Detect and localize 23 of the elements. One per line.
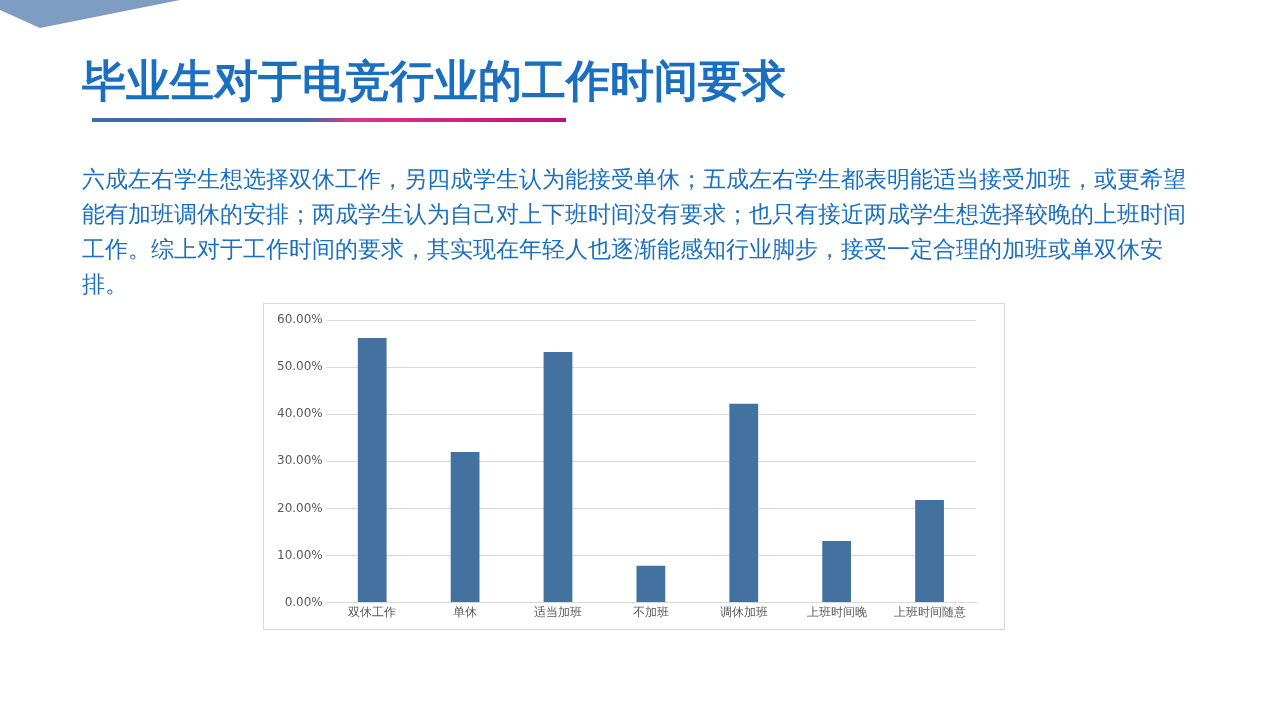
y-tick-label: 0.00% bbox=[284, 594, 323, 609]
chart-title: 毕业生对于电竞行业的工作时间要求 bbox=[82, 54, 786, 108]
bar bbox=[636, 565, 666, 603]
y-tick-label: 60.00% bbox=[276, 312, 323, 327]
x-tick-label: 不加班 bbox=[632, 604, 669, 619]
y-tick-label: 40.00% bbox=[276, 406, 323, 421]
x-tick-label: 双休工作 bbox=[348, 604, 397, 619]
x-tick-label: 上班时间晚 bbox=[806, 604, 867, 619]
y-tick-label: 10.00% bbox=[276, 547, 323, 562]
x-tick-label: 单休 bbox=[453, 604, 478, 619]
bar bbox=[729, 403, 759, 603]
bar bbox=[543, 352, 573, 603]
x-tick-label: 上班时间随意 bbox=[893, 604, 966, 619]
y-tick-label: 50.00% bbox=[276, 359, 323, 374]
y-tick-label: 30.00% bbox=[276, 453, 323, 468]
bar bbox=[450, 451, 480, 603]
bar bbox=[915, 499, 944, 603]
x-tick-label: 调休加班 bbox=[719, 604, 768, 619]
bar bbox=[822, 540, 852, 603]
bar bbox=[357, 337, 387, 603]
y-tick-label: 20.00% bbox=[276, 500, 323, 515]
x-tick-label: 适当加班 bbox=[533, 604, 582, 619]
chart-subtitle: 六成左右学生想选择双休工作，另四成学生认为能接受单休；五成左右学生都表明能适当接受加班，或更希望能有加班调休的安排；两成学生认为自己对上下班时间没有要求；也只有接近两成学生想选择较晚的上班时间工作。综上对于工作时间的要求，其实现在年轻人也逐渐能感知行业脚步，接受一定合理的加班或单双休安排。 bbox=[82, 165, 1187, 299]
